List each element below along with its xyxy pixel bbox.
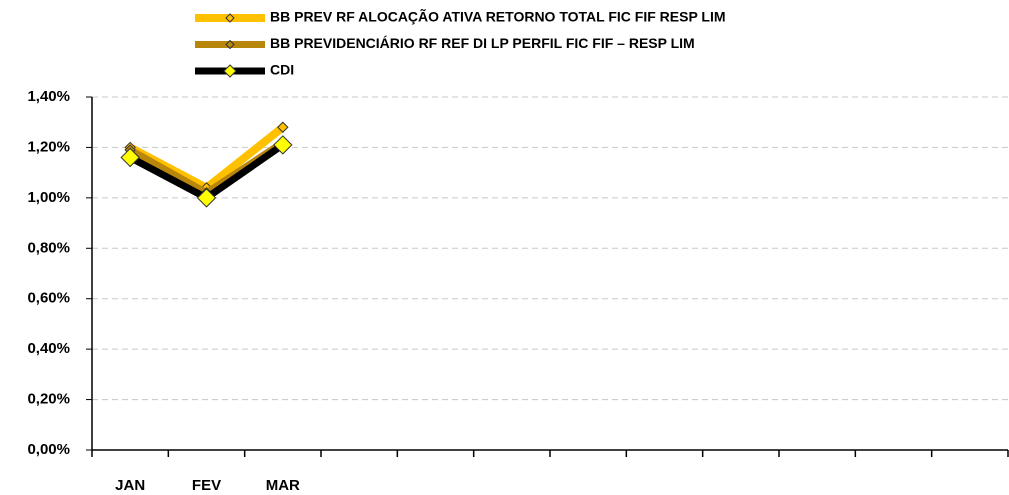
legend-marker	[225, 39, 235, 50]
y-tick-label: 0,40%	[27, 340, 70, 357]
marker	[120, 147, 140, 168]
marker	[196, 188, 217, 208]
y-tick-label: 0,20%	[27, 391, 70, 408]
legend-marker	[223, 64, 237, 78]
y-tick-label: 0,60%	[27, 290, 70, 307]
y-tick-label: 1,20%	[27, 138, 70, 155]
marker	[277, 121, 289, 133]
legend-label: BB PREV RF ALOCAÇÃO ATIVA RETORNO TOTAL …	[270, 8, 726, 25]
y-tick-label: 1,00%	[27, 189, 70, 206]
legend-marker	[225, 13, 235, 23]
marker	[273, 135, 293, 155]
x-tick-label: MAR	[266, 477, 300, 494]
y-tick-label: 0,00%	[27, 441, 70, 458]
y-tick-label: 0,80%	[27, 239, 70, 256]
legend-label: CDI	[270, 62, 294, 78]
x-tick-label: FEV	[192, 477, 221, 494]
legend-label: BB PREVIDENCIÁRIO RF REF DI LP PERFIL FI…	[270, 35, 695, 51]
y-tick-label: 1,40%	[27, 88, 70, 105]
x-tick-label: JAN	[115, 477, 145, 494]
